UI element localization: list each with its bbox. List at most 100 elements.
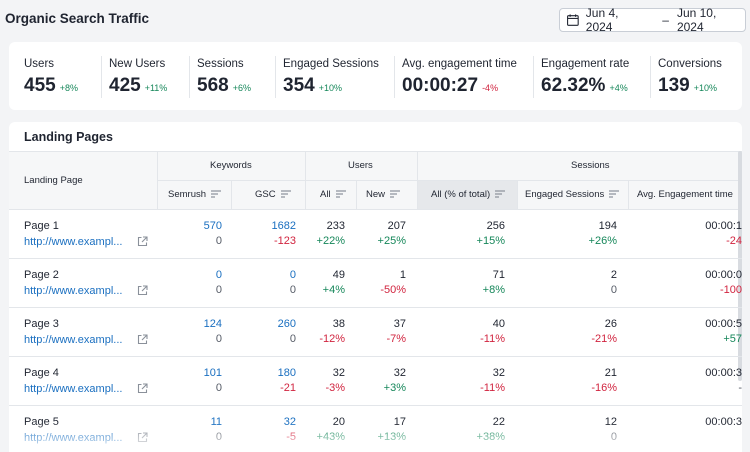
cell-gsc_sub: 0	[289, 284, 296, 296]
external-link-icon[interactable]	[137, 334, 148, 345]
table-title: Landing Pages	[24, 130, 113, 144]
external-link-icon[interactable]	[137, 285, 148, 296]
metric-divider	[533, 56, 534, 98]
metric-delta: +6%	[232, 83, 251, 93]
cell-new: 1	[399, 269, 406, 281]
cell-eng_delta: -21%	[591, 333, 617, 345]
cell-sess: 71	[492, 269, 505, 281]
metric-label: Avg. engagement time	[402, 58, 517, 70]
cell-gsc_sub: -21	[280, 382, 296, 394]
column-header-label: GSC	[255, 189, 276, 200]
cell-gsc[interactable]: 0	[289, 269, 296, 281]
metric-delta: +4%	[609, 83, 628, 93]
group-header-keywords: Keywords	[210, 160, 252, 171]
cell-avg: 00:00:0	[705, 269, 742, 281]
header-bottom-border	[9, 209, 742, 210]
header-divider	[517, 180, 518, 209]
header-divider	[231, 180, 232, 209]
cell-avg_delta: -100	[719, 284, 742, 296]
header-top-border	[9, 151, 742, 152]
page-name: Page 3	[24, 318, 59, 330]
cell-semrush[interactable]: 570	[203, 220, 222, 232]
cell-eng: 26	[604, 318, 617, 330]
cell-semrush_sub: 0	[215, 382, 222, 394]
column-header-avg-engagement-time[interactable]: Avg. Engagement time	[637, 189, 733, 200]
table-row: Page 2 http://www.exampl... 0 0 0 0 49 +4% 1 -50%…	[9, 258, 742, 307]
metric-label: Users	[24, 58, 55, 70]
cell-avg: 00:00:1	[705, 220, 742, 232]
cell-new_delta: -50%	[380, 284, 406, 296]
horizontal-scroll-indicator[interactable]	[738, 151, 742, 381]
metric-divider	[101, 56, 102, 98]
cell-semrush_sub: 0	[215, 284, 222, 296]
cell-eng: 194	[598, 220, 617, 232]
cell-sess_delta: -11%	[480, 333, 505, 345]
page-name: Page 4	[24, 367, 59, 379]
date-range-picker[interactable]: Jun 4, 2024 – Jun 10, 2024	[559, 6, 746, 34]
cell-all_delta: +22%	[316, 235, 345, 247]
page-name: Page 2	[24, 269, 59, 281]
page-url-link[interactable]: http://www.exampl...	[24, 334, 123, 346]
page-url-link[interactable]: http://www.exampl...	[24, 383, 123, 395]
metric-label: Sessions	[197, 58, 244, 70]
sort-icon	[211, 190, 222, 199]
metric-value: 455	[24, 75, 56, 96]
cell-eng: 21	[604, 367, 617, 379]
sort-icon	[280, 190, 291, 199]
cell-all: 49	[332, 269, 345, 281]
column-header-engaged-sessions[interactable]: Engaged Sessions	[525, 189, 620, 200]
page-url-link[interactable]: http://www.exampl...	[24, 236, 123, 248]
cell-semrush[interactable]: 0	[215, 269, 222, 281]
metric-label: Engagement rate	[541, 58, 630, 70]
group-header-sessions: Sessions	[571, 160, 610, 171]
landing-pages-table: Landing Pages Landing Page Keywords User…	[9, 122, 742, 452]
cell-sess_delta: +15%	[476, 235, 505, 247]
metric-value: 425	[109, 75, 141, 96]
metric-delta: +8%	[59, 83, 78, 93]
cell-eng_delta: -16%	[591, 382, 617, 394]
external-link-icon[interactable]	[137, 236, 148, 247]
row-divider	[9, 405, 742, 406]
cell-avg: 00:00:3	[705, 367, 742, 379]
cell-new: 207	[387, 220, 406, 232]
column-header-sessions-all[interactable]: All (% of total)	[431, 189, 506, 200]
external-link-icon[interactable]	[137, 383, 148, 394]
column-header-users-new[interactable]: New	[366, 189, 401, 200]
cell-eng_delta: 0	[610, 284, 617, 296]
calendar-icon	[567, 14, 579, 26]
cell-semrush_sub: 0	[215, 235, 222, 247]
metric-label: Conversions	[658, 58, 722, 70]
cell-all: 32	[332, 367, 345, 379]
group-header-users: Users	[348, 160, 373, 171]
cell-all_delta: -12%	[319, 333, 345, 345]
cell-gsc[interactable]: 180	[277, 367, 296, 379]
column-header-label: Semrush	[168, 189, 207, 200]
column-header-landing-page[interactable]: Landing Page	[24, 175, 83, 186]
column-header-gsc[interactable]: GSC	[255, 189, 291, 200]
cell-semrush[interactable]: 101	[203, 367, 222, 379]
cell-semrush[interactable]: 124	[203, 318, 222, 330]
cell-avg: 00:00:5	[705, 318, 742, 330]
column-header-label: Engaged Sessions	[525, 189, 605, 200]
scroll-fade	[9, 422, 742, 452]
column-header-semrush[interactable]: Semrush	[168, 189, 222, 200]
date-start: Jun 4, 2024	[585, 6, 619, 34]
sort-icon	[335, 190, 346, 199]
column-header-users-all[interactable]: All	[320, 189, 346, 200]
metric-label: Engaged Sessions	[283, 58, 379, 70]
cell-sess_delta: -11%	[480, 382, 505, 394]
cell-sess: 256	[486, 220, 505, 232]
cell-all_delta: +4%	[322, 284, 345, 296]
cell-gsc[interactable]: 1682	[271, 220, 296, 232]
page-url-link[interactable]: http://www.exampl...	[24, 285, 123, 297]
cell-gsc_sub: -123	[273, 235, 296, 247]
table-row: Page 4 http://www.exampl... 101 0 180 -21 32 -3…	[9, 356, 742, 405]
column-header-label: New	[366, 189, 386, 200]
cell-gsc[interactable]: 260	[277, 318, 296, 330]
cell-new: 32	[393, 367, 406, 379]
metric-delta: +10%	[693, 83, 717, 93]
date-end: Jun 10, 2024	[676, 6, 717, 34]
page-title: Organic Search Traffic	[5, 11, 150, 26]
cell-eng: 2	[610, 269, 617, 281]
cell-all: 233	[326, 220, 345, 232]
